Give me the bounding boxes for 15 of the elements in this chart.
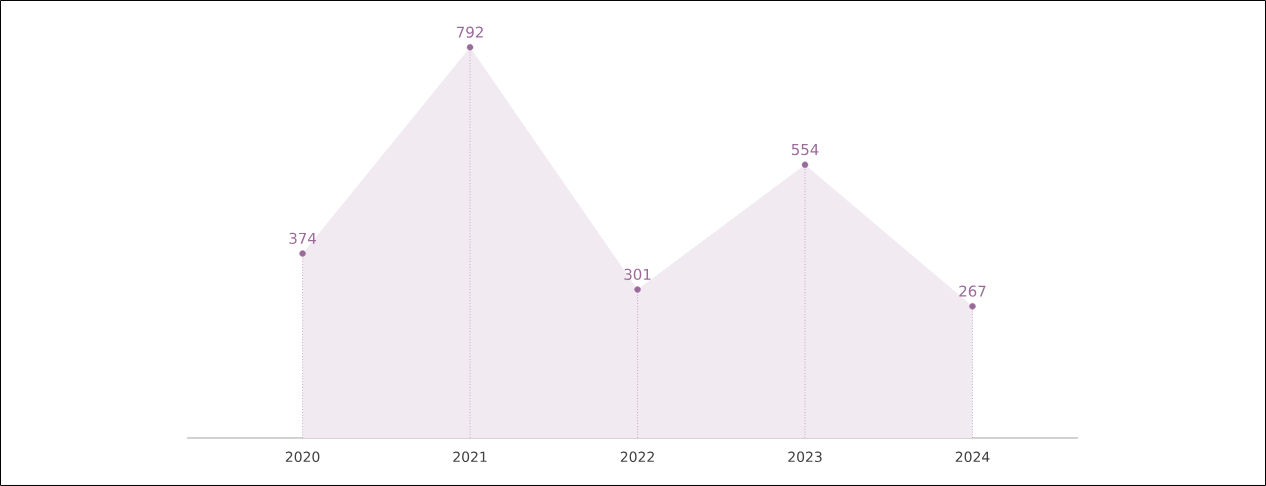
x-tick-label: 2021 xyxy=(453,451,487,463)
point xyxy=(634,286,641,293)
x-tick-label: 2020 xyxy=(285,451,320,463)
data-label: 792 xyxy=(457,26,483,38)
x-tick-label: 2022 xyxy=(620,451,654,463)
point xyxy=(299,250,306,257)
data-label: 301 xyxy=(624,268,651,280)
data-label: 267 xyxy=(959,285,986,297)
data-label: 554 xyxy=(791,144,819,156)
point xyxy=(466,44,474,51)
point xyxy=(969,303,976,310)
point xyxy=(801,161,809,168)
data-label: 374 xyxy=(289,232,316,244)
x-tick-label: 2024 xyxy=(955,451,990,463)
x-tick-label: 2023 xyxy=(788,451,822,463)
